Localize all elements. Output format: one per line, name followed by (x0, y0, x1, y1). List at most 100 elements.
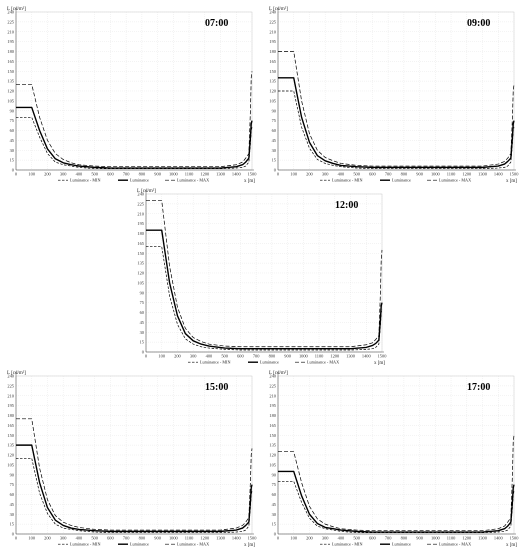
legend-label: Luminance (260, 360, 279, 365)
y-tick-label: 195 (137, 221, 144, 226)
legend-label: Luminance - MAX (177, 178, 209, 183)
series-line-max (16, 418, 253, 531)
x-tick-label: 300 (60, 536, 67, 541)
series-line-min (278, 90, 515, 170)
legend-label: Luminance - MAX (307, 360, 339, 365)
y-axis-label: L [cd/m²] (7, 370, 26, 376)
y-tick-label: 90 (10, 108, 15, 113)
x-tick-label: 800 (401, 172, 408, 177)
x-tick-label: 700 (253, 354, 260, 359)
x-tick-label: 400 (76, 536, 83, 541)
x-tick-label: 600 (107, 536, 114, 541)
y-tick-label: 60 (272, 128, 277, 133)
x-tick-label: 1000 (299, 354, 309, 359)
y-tick-label: 195 (269, 403, 276, 408)
x-tick-label: 1100 (185, 536, 194, 541)
y-tick-label: 180 (137, 231, 144, 236)
y-tick-label: 135 (137, 261, 144, 266)
series-line-mean (16, 444, 253, 533)
y-tick-label: 120 (7, 89, 14, 94)
x-tick-label: 1200 (200, 172, 210, 177)
y-tick-label: 45 (10, 502, 15, 507)
y-tick-label: 195 (7, 39, 14, 44)
x-tick-label: 1400 (362, 354, 372, 359)
gridlines (15, 11, 253, 171)
x-tick-label: 300 (322, 536, 329, 541)
chart-svg: 0 15 30 45 60 75 90 105 120 135 150 165 180 195 210 225… (7, 6, 258, 184)
y-tick-label: 150 (269, 69, 276, 74)
x-tick-label: 1500 (248, 172, 258, 177)
x-tick-label: 400 (338, 172, 345, 177)
x-tick-label: 1400 (494, 536, 504, 541)
x-tick-label: 0 (15, 536, 18, 541)
x-tick-label: 0 (277, 536, 280, 541)
x-tick-label: 800 (139, 536, 146, 541)
x-tick-label: 800 (269, 354, 276, 359)
x-tick-label: 800 (401, 536, 408, 541)
legend-label: Luminance (130, 178, 149, 183)
y-tick-label: 15 (140, 340, 145, 345)
x-tick-label: 900 (154, 172, 161, 177)
series-line-mean (16, 106, 253, 169)
chart-title: 07:00 (205, 18, 228, 29)
y-tick-label: 90 (272, 472, 277, 477)
x-tick-label: 400 (338, 536, 345, 541)
x-tick-label: 700 (385, 172, 392, 177)
y-tick-label: 135 (269, 79, 276, 84)
y-tick-label: 225 (7, 383, 14, 388)
y-tick-label: 90 (272, 108, 277, 113)
legend: Luminance - MIN Luminance Luminance - MAX (188, 360, 339, 365)
x-tick-label: 700 (123, 172, 130, 177)
y-tick-label: 225 (7, 19, 14, 24)
legend-label: Luminance - MIN (332, 178, 362, 183)
x-tick-label: 1100 (185, 172, 194, 177)
y-tick-label: 60 (272, 492, 277, 497)
legend: Luminance - MIN Luminance Luminance - MAX (58, 178, 209, 183)
x-axis-label: x [m] (244, 543, 255, 548)
x-tick-label: 600 (369, 172, 376, 177)
series-line-max (278, 51, 515, 167)
chart-svg: 0 15 30 45 60 75 90 105 120 135 150 165 180 195 210 225… (7, 370, 258, 548)
y-tick-label: 60 (140, 310, 145, 315)
x-tick-label: 1100 (315, 354, 324, 359)
y-tick-label: 105 (7, 462, 14, 467)
y-axis-label: L [cd/m²] (269, 6, 288, 12)
x-tick-label: 1300 (478, 536, 488, 541)
y-tick-label: 105 (7, 98, 14, 103)
chart-title: 09:00 (467, 18, 490, 29)
y-tick-label: 45 (10, 138, 15, 143)
y-tick-label: 105 (269, 462, 276, 467)
y-tick-label: 120 (269, 453, 276, 458)
x-tick-label: 600 (107, 172, 114, 177)
x-tick-label: 1500 (510, 172, 520, 177)
x-tick-label: 100 (28, 536, 35, 541)
x-tick-label: 300 (190, 354, 197, 359)
legend-label: Luminance (392, 542, 411, 547)
y-tick-label: 30 (272, 148, 277, 153)
x-tick-label: 1200 (462, 172, 472, 177)
y-tick-label: 30 (10, 148, 15, 153)
y-tick-label: 105 (269, 98, 276, 103)
y-tick-label: 75 (10, 118, 15, 123)
x-tick-label: 1000 (169, 172, 179, 177)
y-tick-label: 180 (7, 49, 14, 54)
y-axis-label: L [cd/m²] (7, 6, 26, 12)
x-tick-label: 0 (277, 172, 280, 177)
y-tick-label: 45 (140, 320, 145, 325)
x-tick-label: 400 (76, 172, 83, 177)
x-tick-label: 500 (221, 354, 228, 359)
chart-svg: 0 15 30 45 60 75 90 105 120 135 150 165 180 195 210 225… (137, 188, 387, 366)
legend: Luminance - MIN Luminance Luminance - MAX (58, 542, 209, 547)
x-tick-label: 800 (139, 172, 146, 177)
x-tick-label: 1300 (216, 536, 226, 541)
y-tick-label: 75 (272, 482, 277, 487)
y-tick-label: 240 (137, 192, 144, 197)
x-tick-label: 1500 (510, 536, 520, 541)
series-line-mean (278, 77, 515, 169)
x-tick-label: 1500 (248, 536, 258, 541)
chart-panel-1500: 0 15 30 45 60 75 90 105 120 135 150 165 180 195 210 225… (0, 366, 258, 548)
y-tick-label: 30 (10, 512, 15, 517)
y-tick-label: 225 (269, 383, 276, 388)
x-axis-label: x [m] (374, 361, 385, 366)
y-tick-label: 180 (7, 413, 14, 418)
